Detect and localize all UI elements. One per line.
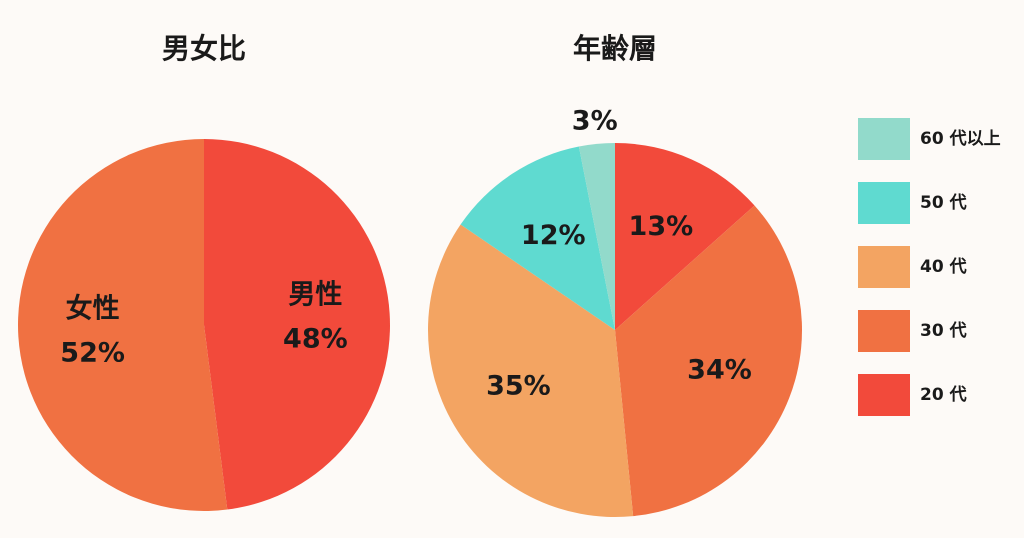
chart-title: 年齢層 <box>573 32 657 65</box>
value-label: 34% <box>687 354 752 385</box>
legend-label: 30 代 <box>920 320 967 341</box>
pie-slice <box>615 143 755 330</box>
value-label: 52% <box>60 338 125 369</box>
pie-slice <box>428 224 634 517</box>
legend-label: 60 代以上 <box>920 128 1001 149</box>
pie-slice <box>460 146 615 330</box>
legend-label: 20 代 <box>920 384 967 405</box>
value-label: 35% <box>486 371 551 402</box>
pie-slice <box>204 139 390 510</box>
pie-slice <box>615 205 803 517</box>
value-label: 3% <box>572 105 618 136</box>
value-label: 13% <box>629 211 694 242</box>
legend-swatch <box>858 246 910 288</box>
legend-label: 40 代 <box>920 256 967 277</box>
value-label: 48% <box>283 323 348 354</box>
legend-swatch <box>858 182 910 224</box>
legend-swatch <box>858 374 910 416</box>
pie-slice <box>17 139 228 511</box>
slice-name: 女性 <box>66 293 120 325</box>
chart-title: 男女比 <box>162 32 246 65</box>
legend-swatch <box>858 310 910 352</box>
value-label: 12% <box>521 220 586 251</box>
legend-swatch <box>858 118 910 160</box>
pie-slice <box>578 143 615 330</box>
slice-name: 男性 <box>288 279 342 310</box>
legend-label: 50 代 <box>920 192 967 213</box>
